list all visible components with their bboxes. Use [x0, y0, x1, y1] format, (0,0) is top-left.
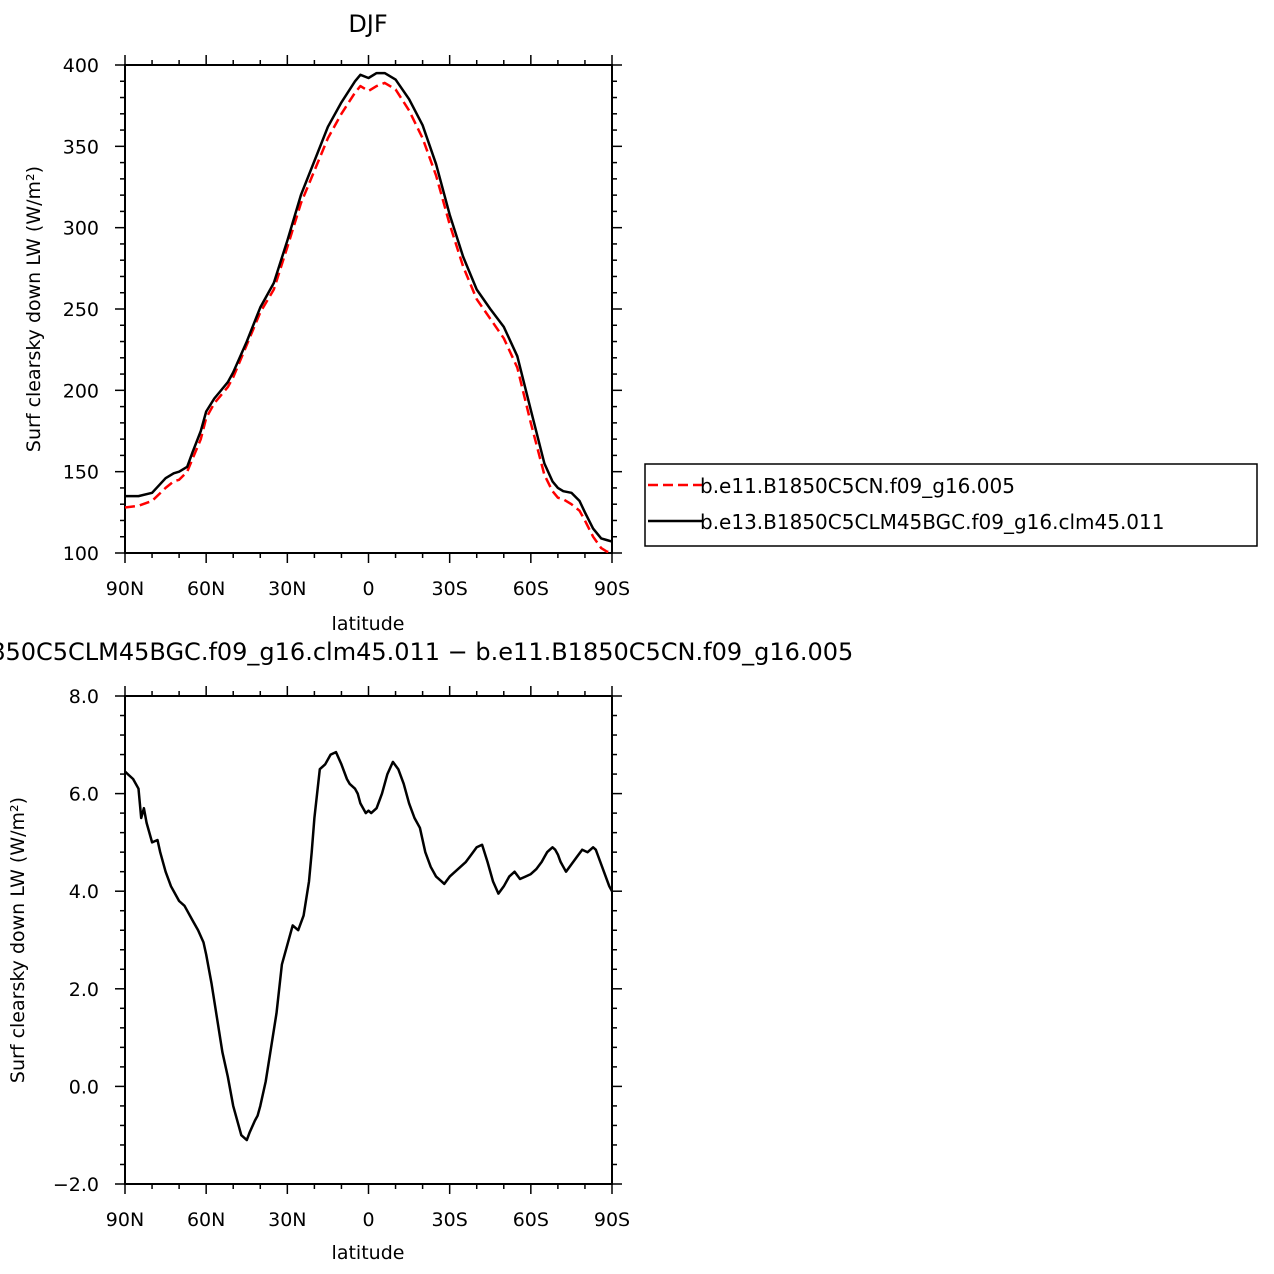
top-x-axis-label: latitude — [332, 613, 405, 635]
y-tick-label: 100 — [63, 543, 99, 565]
x-tick-label: 0 — [362, 1209, 374, 1231]
x-tick-label: 90N — [106, 578, 144, 600]
y-tick-label: 4.0 — [69, 881, 99, 903]
x-tick-label: 90S — [594, 1209, 630, 1231]
legend-box — [644, 463, 1258, 547]
x-tick-label: 90N — [106, 1209, 144, 1231]
plot-frame — [124, 695, 613, 1185]
top-y-ticks: 100 150 200 250 300 350 400 — [63, 55, 622, 565]
legend: b.e11.B1850C5CN.f09_g16.005 b.e13.B1850C… — [644, 463, 1258, 547]
plot-frame — [124, 64, 613, 554]
x-tick-label: 60S — [513, 578, 549, 600]
x-tick-label: 30S — [432, 1209, 468, 1231]
bottom-panel: b.e13.B1850C5CLM45BGC.f09_g16.clm45.011 … — [0, 638, 853, 1264]
x-tick-label: 60S — [513, 1209, 549, 1231]
x-tick-label: 0 — [362, 578, 374, 600]
bottom-x-ticks: 90N 60N 30N 0 30S 60S 90S — [106, 686, 630, 1231]
x-tick-label: 30N — [268, 1209, 306, 1231]
y-tick-label: 2.0 — [69, 979, 99, 1001]
y-tick-label: 6.0 — [69, 784, 99, 806]
y-tick-label: 0.0 — [69, 1076, 99, 1098]
top-series-group — [124, 71, 613, 555]
bottom-x-axis-label: latitude — [332, 1242, 405, 1264]
bottom-y-axis-label: Surf clearsky down LW (W/m²) — [7, 797, 29, 1083]
top-x-ticks: 90N 60N 30N 0 30S 60S 90S — [106, 55, 630, 600]
y-tick-label: 350 — [63, 136, 99, 158]
legend-label-series-2: b.e13.B1850C5CLM45BGC.f09_g16.clm45.011 — [700, 510, 1164, 534]
series-line-1 — [124, 750, 614, 1142]
y-tick-label: 200 — [63, 380, 99, 402]
series-line-2 — [125, 71, 613, 543]
top-plot-area — [124, 64, 613, 554]
y-tick-label: 300 — [63, 218, 99, 240]
x-tick-label: 30S — [432, 578, 468, 600]
y-tick-label: 150 — [63, 462, 99, 484]
top-chart-title: DJF — [348, 10, 387, 38]
bottom-series-group — [124, 750, 614, 1142]
x-tick-label: 60N — [187, 578, 225, 600]
bottom-plot-area — [124, 695, 613, 1185]
y-tick-label: 400 — [63, 55, 99, 77]
legend-label-series-1: b.e11.B1850C5CN.f09_g16.005 — [700, 474, 1015, 498]
x-tick-label: 30N — [268, 578, 306, 600]
y-tick-label: 8.0 — [69, 686, 99, 708]
top-panel: DJF 90N 60N 30N 0 30S 60S 90S 100 150 200 250 300 3… — [23, 10, 630, 635]
top-y-axis-label: Surf clearsky down LW (W/m²) — [23, 166, 45, 452]
x-tick-label: 60N — [187, 1209, 225, 1231]
bottom-y-ticks: −2.0 0.0 2.0 4.0 6.0 8.0 — [53, 686, 622, 1196]
bottom-chart-title: b.e13.B1850C5CLM45BGC.f09_g16.clm45.011 … — [0, 638, 853, 666]
y-tick-label: 250 — [63, 299, 99, 321]
x-tick-label: 90S — [594, 578, 630, 600]
series-line-1 — [124, 81, 613, 555]
y-tick-label: −2.0 — [53, 1174, 99, 1196]
